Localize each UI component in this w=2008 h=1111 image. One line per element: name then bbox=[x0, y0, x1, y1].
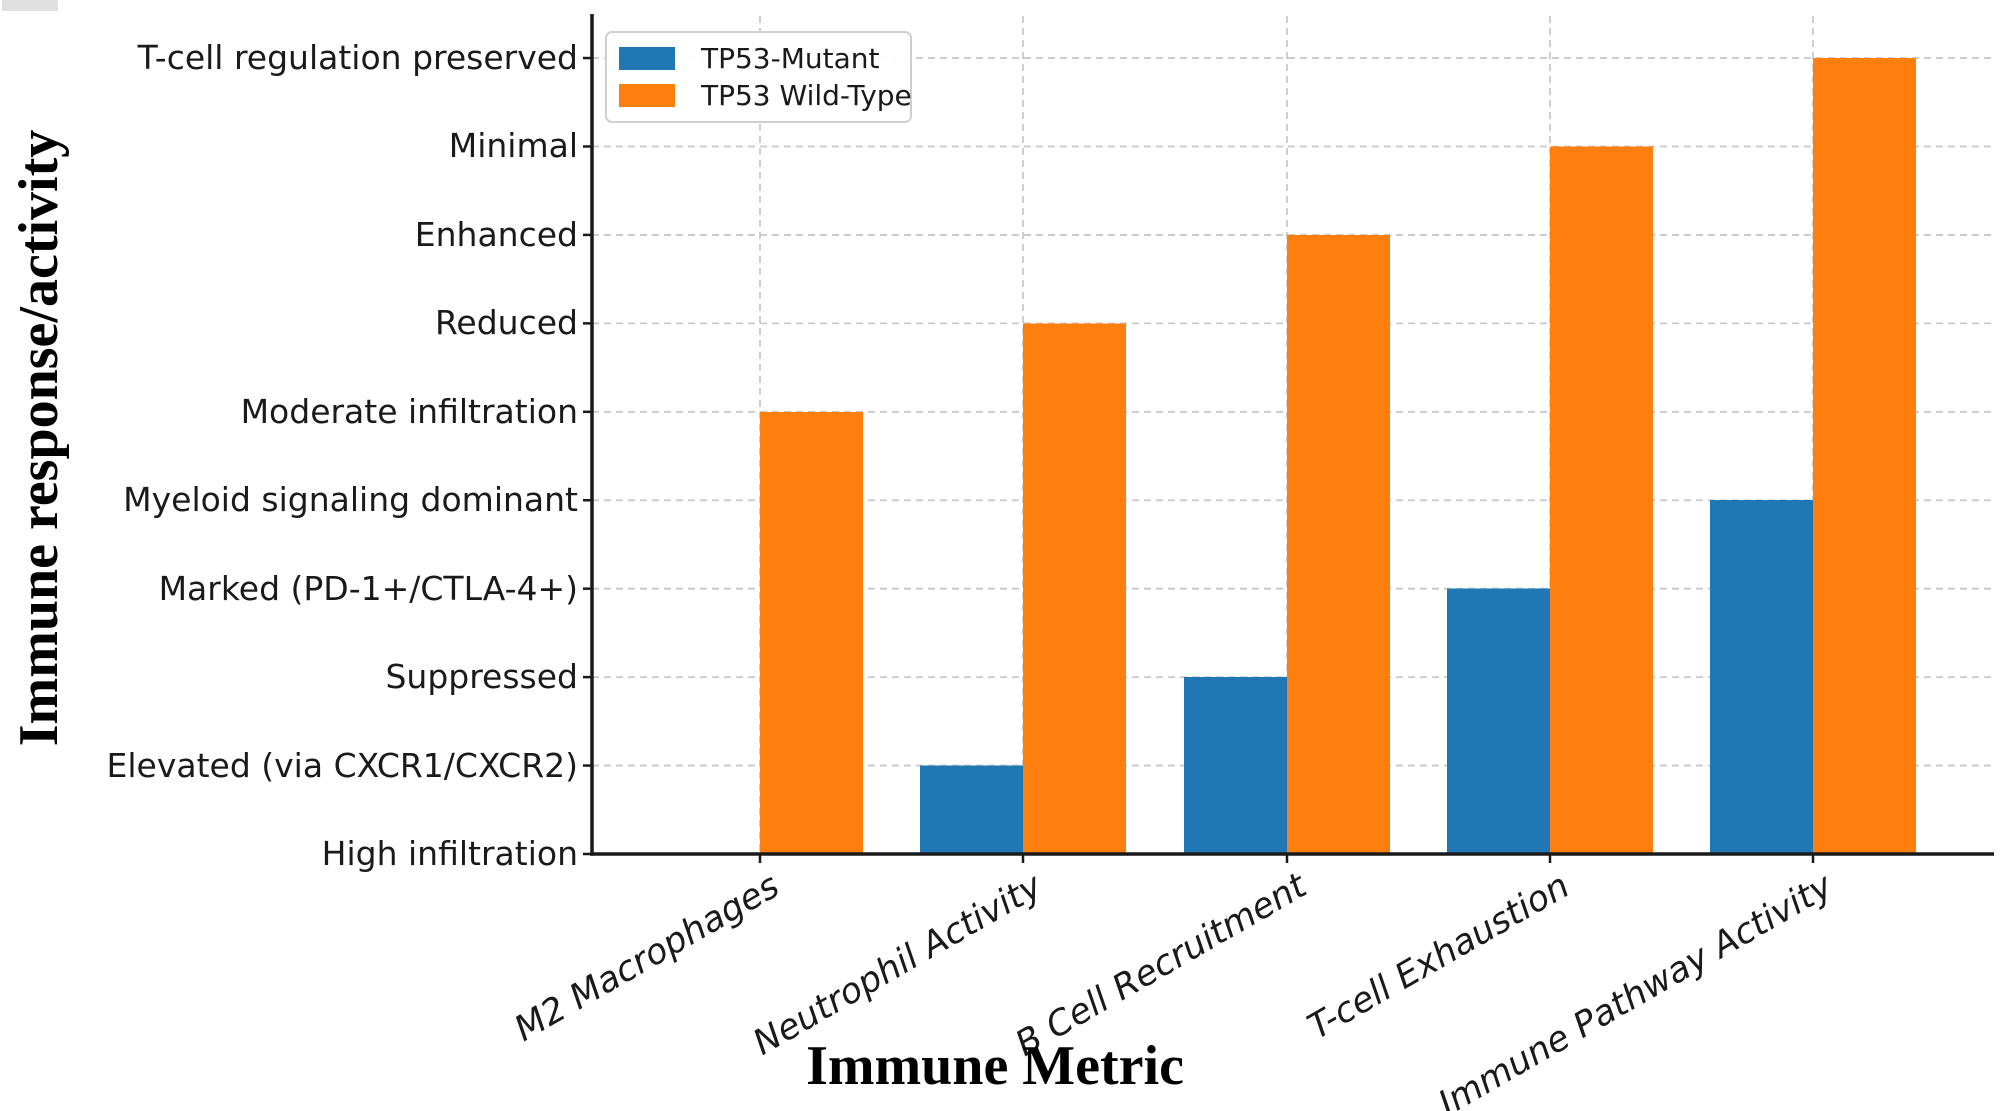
y-tick-label: Moderate infiltration bbox=[240, 391, 578, 431]
y-tick-label: Enhanced bbox=[414, 214, 578, 254]
y-tick-label: Reduced bbox=[434, 303, 578, 343]
legend-swatch-tp53-mutant-icon bbox=[619, 47, 675, 70]
legend-item-tp53-mutant: TP53-Mutant bbox=[619, 42, 898, 75]
legend: TP53-Mutant TP53 Wild-Type bbox=[605, 31, 912, 123]
y-tick-label: Elevated (via CXCR1/CXCR2) bbox=[106, 745, 578, 785]
bar-tp53-wild-type-2 bbox=[1287, 234, 1390, 855]
legend-label-tp53-wild-type: TP53 Wild-Type bbox=[701, 79, 912, 112]
bar-tp53-wild-type-1 bbox=[1023, 323, 1126, 854]
bar-tp53-wild-type-4 bbox=[1813, 58, 1916, 855]
y-axis-title: Immune response/activity bbox=[8, 129, 70, 747]
bar-tp53-mutant-4 bbox=[1710, 500, 1813, 854]
bar-tp53-mutant-1 bbox=[920, 765, 1023, 854]
legend-swatch-tp53-wild-type-icon bbox=[619, 84, 675, 107]
y-tick-label: Marked (PD-1+/CTLA-4+) bbox=[158, 568, 578, 608]
y-tick-label: Minimal bbox=[448, 126, 578, 166]
bar-tp53-wild-type-0 bbox=[760, 411, 863, 854]
legend-label-tp53-mutant: TP53-Mutant bbox=[701, 42, 880, 75]
bar-tp53-mutant-3 bbox=[1447, 588, 1550, 854]
legend-item-tp53-wild-type: TP53 Wild-Type bbox=[619, 79, 912, 112]
corner-artifact bbox=[2, 0, 58, 11]
x-axis-title: Immune Metric bbox=[806, 1035, 1184, 1097]
y-tick-label: High infiltration bbox=[321, 834, 578, 873]
y-tick-label: Myeloid signaling dominant bbox=[123, 480, 578, 520]
y-tick-label: T-cell regulation preserved bbox=[137, 38, 578, 78]
bar-tp53-wild-type-3 bbox=[1550, 146, 1653, 855]
bar-tp53-mutant-2 bbox=[1184, 677, 1287, 854]
y-tick-label: Suppressed bbox=[385, 657, 578, 697]
